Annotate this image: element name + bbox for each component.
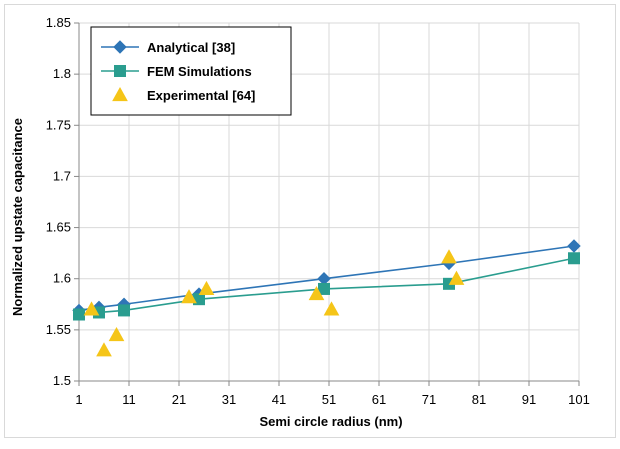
legend-label: FEM Simulations xyxy=(147,64,252,79)
y-tick-label: 1.5 xyxy=(53,373,71,388)
data-point xyxy=(73,308,85,321)
legend-label: Analytical [38] xyxy=(147,40,235,55)
chart-frame: 1.5 1.55 1.6 1.65 1.7 1.75 1.8 1.85 1 11 21 31 41 51 6… xyxy=(4,4,616,438)
x-tick-label: 81 xyxy=(472,392,486,407)
data-point xyxy=(323,301,340,316)
series-layer xyxy=(72,239,581,357)
series-0 xyxy=(72,239,581,318)
series-2 xyxy=(83,249,465,357)
legend-entry: Experimental [64] xyxy=(112,86,255,103)
y-axis-title: Normalized upstate capacitance xyxy=(10,118,25,316)
y-tick-label: 1.7 xyxy=(53,168,71,183)
legend-marker xyxy=(112,86,128,102)
x-tick-label: 31 xyxy=(222,392,236,407)
y-tick-label: 1.55 xyxy=(46,322,71,337)
y-tick-label: 1.6 xyxy=(53,271,71,286)
series-1 xyxy=(73,252,580,321)
legend-entry: FEM Simulations xyxy=(101,64,252,79)
data-point xyxy=(308,286,325,301)
x-tick-label: 1 xyxy=(75,392,82,407)
chart-svg: 1.51.551.61.651.71.751.81.851 11 21 31 41 51 6… xyxy=(10,15,590,429)
data-point xyxy=(108,326,125,342)
x-tick-label: 91 xyxy=(522,392,536,407)
data-point xyxy=(317,272,331,286)
x-tick-label: 21 xyxy=(172,392,186,407)
y-tick-label: 1.85 xyxy=(46,15,71,30)
x-tick-label: 41 xyxy=(272,392,286,407)
data-point xyxy=(198,280,215,296)
legend-marker xyxy=(114,65,126,77)
data-point xyxy=(83,301,100,316)
legend-entry: Analytical [38] xyxy=(101,40,235,55)
x-tick-label: 71 xyxy=(422,392,436,407)
data-point xyxy=(181,289,197,304)
y-tick-label: 1.8 xyxy=(53,66,71,81)
legend-marker xyxy=(113,40,127,54)
x-tick-label: 61 xyxy=(372,392,386,407)
data-point xyxy=(448,270,465,285)
data-point xyxy=(568,252,580,265)
y-tick-label: 1.75 xyxy=(46,117,71,132)
data-point xyxy=(118,304,130,317)
data-point xyxy=(441,249,457,264)
x-axis-title: Semi circle radius (nm) xyxy=(259,414,402,429)
data-point xyxy=(567,239,581,253)
data-point xyxy=(96,342,112,357)
y-tick-label: 1.65 xyxy=(46,220,71,235)
x-tick-label: 101 xyxy=(568,392,590,407)
x-tick-label: 11 xyxy=(122,392,136,407)
data-point xyxy=(318,282,330,295)
x-tick-label: 51 xyxy=(322,392,336,407)
legend-label: Experimental [64] xyxy=(147,88,255,103)
axes-layer: 1.51.551.61.651.71.751.81.851 11 21 31 41 51 6… xyxy=(46,15,590,407)
legend: Analytical [38] FEM Simulations Experiment… xyxy=(90,26,292,116)
